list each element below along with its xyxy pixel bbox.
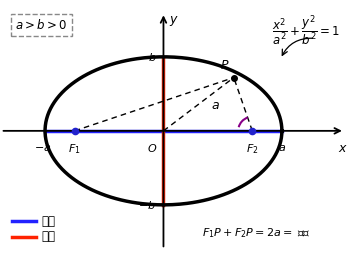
Text: $-b$: $-b$: [138, 199, 156, 211]
Text: $a$: $a$: [211, 99, 220, 112]
Text: $\dfrac{x^2}{a^2}+\dfrac{y^2}{b^2}=1$: $\dfrac{x^2}{a^2}+\dfrac{y^2}{b^2}=1$: [272, 14, 340, 49]
Text: $-a$: $-a$: [34, 143, 51, 153]
Text: $F_1$: $F_1$: [68, 142, 81, 156]
Text: $b$: $b$: [148, 51, 156, 63]
Text: $F_2$: $F_2$: [246, 142, 259, 156]
Text: $F_1P + F_2P = 2a =$ 一定: $F_1P + F_2P = 2a =$ 一定: [202, 226, 310, 240]
Text: $P$: $P$: [220, 59, 230, 72]
Text: 短軸: 短軸: [41, 230, 55, 243]
Text: $y$: $y$: [169, 14, 179, 28]
Text: $a$: $a$: [278, 143, 286, 153]
Text: $a > b > 0$: $a > b > 0$: [15, 18, 68, 32]
Text: $O$: $O$: [147, 142, 158, 154]
Text: $x$: $x$: [338, 142, 348, 155]
Text: 長軸: 長軸: [41, 215, 55, 228]
